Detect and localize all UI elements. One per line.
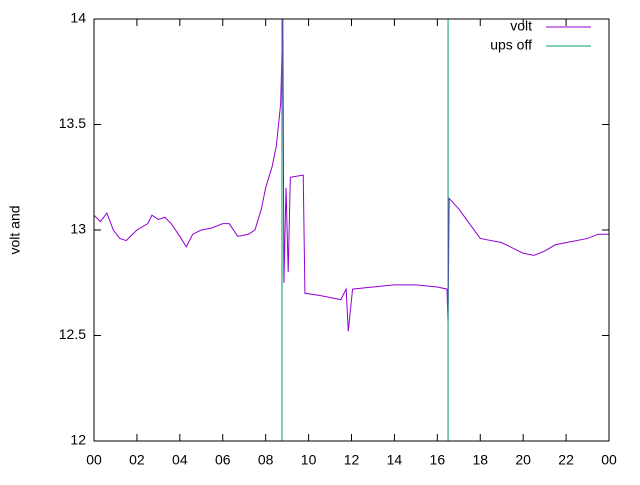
x-tick-label: 12 (344, 452, 360, 468)
y-tick-label: 14 (70, 10, 86, 26)
y-tick-label: 12 (70, 432, 86, 448)
legend-label: volt (510, 18, 532, 34)
legend-label: ups off (490, 37, 532, 53)
x-tick-label: 00 (86, 452, 102, 468)
y-axis-label: volt and (7, 205, 23, 254)
x-tick-label: 00 (601, 452, 617, 468)
y-tick-label: 13.5 (59, 115, 86, 131)
x-tick-label: 08 (258, 452, 274, 468)
x-tick-label: 20 (515, 452, 531, 468)
y-tick-label: 12.5 (59, 326, 86, 342)
x-tick-label: 04 (172, 452, 188, 468)
x-tick-label: 02 (129, 452, 145, 468)
x-tick-label: 22 (558, 452, 574, 468)
x-tick-label: 14 (387, 452, 403, 468)
x-tick-label: 06 (215, 452, 231, 468)
y-tick-label: 13 (70, 221, 86, 237)
x-tick-label: 18 (472, 452, 488, 468)
line-series (94, 19, 609, 332)
plot-border (93, 18, 610, 442)
x-tick-label: 10 (301, 452, 317, 468)
x-tick-label: 16 (430, 452, 446, 468)
